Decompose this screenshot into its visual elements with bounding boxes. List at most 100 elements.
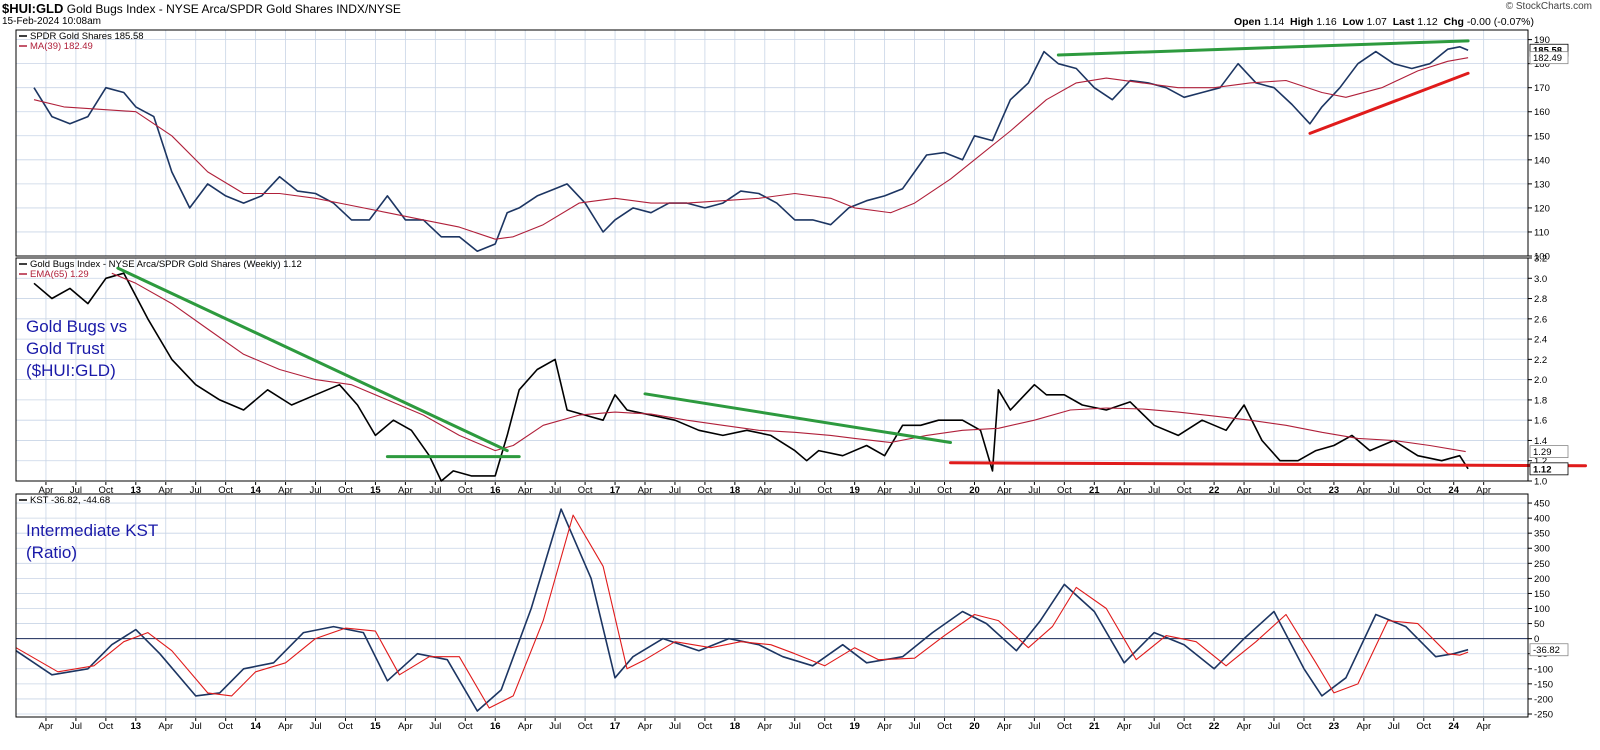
x-tick-label: 13 (131, 721, 142, 732)
trendline-2 (643, 392, 953, 444)
x-tick-label: Apr (398, 485, 413, 496)
legend-entry: Gold Bugs Index - NYSE Arca/SPDR Gold Sh… (30, 259, 302, 270)
annotation-line: Gold Trust (26, 339, 105, 358)
x-tick-label: 21 (1089, 485, 1100, 496)
x-tick-label: Oct (338, 721, 353, 732)
x-tick-label: Apr (518, 721, 533, 732)
y-tick-label: 2.8 (1534, 294, 1547, 305)
quote-line: Open 1.14 High 1.16 Low 1.07 Last 1.12 C… (1234, 16, 1534, 28)
x-tick-label: Apr (1237, 485, 1252, 496)
x-tick-label: 14 (250, 485, 261, 496)
x-tick-label: Jul (70, 721, 82, 732)
last-value-box (1529, 445, 1569, 459)
x-tick-label: 16 (490, 485, 501, 496)
last-value-label: 182.49 (1533, 53, 1562, 64)
x-tick-label: 19 (849, 485, 860, 496)
x-tick-label: Jul (1148, 721, 1160, 732)
x-tick-label: 15 (370, 721, 381, 732)
x-tick-label: Jul (1148, 485, 1160, 496)
annotation-line: (Ratio) (26, 543, 77, 562)
x-tick-label: Oct (578, 485, 593, 496)
x-tick-label: Oct (1177, 485, 1192, 496)
x-tick-label: Jul (1268, 721, 1280, 732)
x-tick-label: Oct (1177, 721, 1192, 732)
x-tick-label: Oct (937, 485, 952, 496)
open-value: 1.14 (1263, 16, 1285, 28)
x-tick-label: Jul (190, 485, 202, 496)
chart-header: $HUI:GLD Gold Bugs Index - NYSE Arca/SPD… (0, 0, 1600, 30)
trendline-3 (949, 461, 1588, 468)
x-tick-label: Apr (997, 721, 1012, 732)
last-value-box (1529, 462, 1569, 476)
y-tick-label: 150 (1534, 589, 1550, 600)
annotation-line: Gold Bugs vs (26, 317, 127, 336)
x-axis-0: Apr Jul Oct 13 Apr Jul Oct 14 Apr Jul Oct 15 Apr Jul O… (39, 482, 1491, 496)
series-kst-0 (15, 508, 1469, 712)
x-tick-label: Oct (98, 721, 113, 732)
x-tick-label: Apr (278, 721, 293, 732)
x-tick-label: Oct (1416, 485, 1431, 496)
panel-frame (15, 257, 1529, 482)
chart-title: $HUI:GLD Gold Bugs Index - NYSE Arca/SPD… (2, 1, 401, 16)
x-tick-label: Jul (1388, 721, 1400, 732)
x-tick-label: 17 (610, 721, 621, 732)
y-tick-label: 2.0 (1534, 375, 1547, 386)
x-tick-label: Apr (39, 485, 54, 496)
y-tick-label: 150 (1534, 131, 1550, 142)
x-tick-label: Apr (1356, 721, 1371, 732)
x-tick-label: Apr (1476, 721, 1491, 732)
y-tick-label: 100 (1534, 604, 1550, 615)
x-tick-label: 21 (1089, 721, 1100, 732)
x-tick-label: Jul (669, 485, 681, 496)
high-label: High (1290, 16, 1314, 28)
y-tick-label: 130 (1534, 179, 1550, 190)
x-tick-label: 23 (1329, 721, 1340, 732)
x-tick-label: Jul (549, 721, 561, 732)
x-tick-label: Apr (158, 485, 173, 496)
x-tick-label: 22 (1209, 485, 1220, 496)
x-tick-label: 20 (969, 485, 980, 496)
panel-kst: -250-200-150-100-50050100150200250300350… (15, 493, 1569, 720)
y-tick-label: 350 (1534, 529, 1550, 540)
last-value-label: 1.12 (1533, 464, 1552, 475)
series-ratio-0 (33, 272, 1469, 482)
x-tick-label: Jul (309, 485, 321, 496)
x-tick-label: Jul (429, 721, 441, 732)
x-tick-label: Jul (549, 485, 561, 496)
symbol: $HUI:GLD (2, 1, 64, 16)
x-tick-label: Apr (1237, 721, 1252, 732)
x-tick-label: Oct (817, 485, 832, 496)
x-tick-label: Jul (1028, 485, 1040, 496)
x-tick-label: 20 (969, 721, 980, 732)
x-tick-label: Apr (638, 721, 653, 732)
x-tick-label: Oct (698, 485, 713, 496)
x-tick-label: Apr (1117, 485, 1132, 496)
high-value: 1.16 (1316, 16, 1337, 28)
x-tick-label: Apr (757, 721, 772, 732)
panel-gld: 100 110 120 130 140 150 160 170 180 190185.58182.… (15, 29, 1569, 263)
x-tick-label: 18 (730, 485, 741, 496)
last-value-label: 185.58 (1533, 46, 1562, 57)
x-tick-label: 15 (370, 485, 381, 496)
x-tick-label: 22 (1209, 721, 1220, 732)
y-tick-label: -250 (1534, 709, 1553, 720)
last-value-box (1529, 643, 1569, 657)
x-tick-label: Oct (1057, 721, 1072, 732)
x-tick-label: Apr (877, 721, 892, 732)
x-tick-label: Apr (1117, 721, 1132, 732)
y-tick-label: 1.6 (1534, 416, 1547, 427)
y-tick-label: 110 (1534, 227, 1549, 238)
x-tick-label: Apr (39, 721, 54, 732)
x-tick-label: Oct (698, 721, 713, 732)
x-tick-label: Apr (1476, 485, 1491, 496)
chg-label: Chg (1443, 16, 1464, 28)
x-tick-label: 23 (1329, 485, 1340, 496)
legend-entry: EMA(65) 1.29 (30, 269, 89, 280)
x-tick-label: Apr (518, 485, 533, 496)
y-tick-label: 1.2 (1534, 456, 1547, 467)
y-tick-label: 120 (1534, 203, 1550, 214)
y-tick-label: 0 (1534, 634, 1539, 645)
x-tick-label: Jul (669, 721, 681, 732)
panel-background (16, 30, 1528, 256)
x-tick-label: Jul (789, 485, 801, 496)
